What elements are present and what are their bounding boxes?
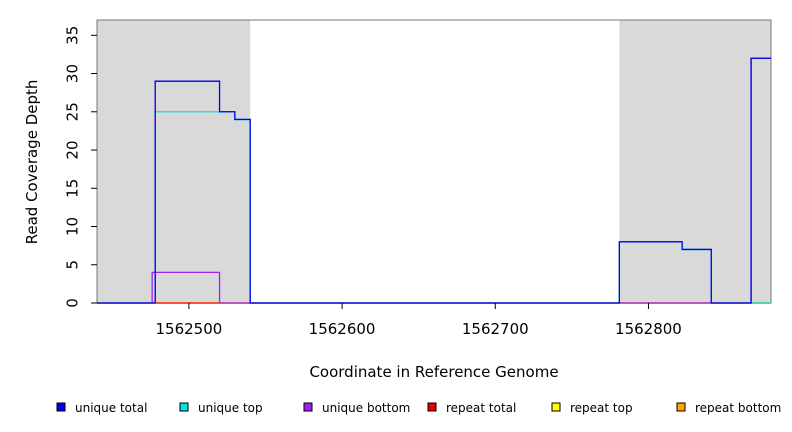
legend-label: unique bottom	[322, 401, 410, 415]
legend-item-unique-bottom: unique bottom	[303, 401, 410, 415]
y-tick-label: 20	[63, 140, 81, 159]
plot-area	[96, 19, 772, 304]
legend-swatch	[676, 402, 686, 412]
legend-item-unique-top: unique top	[179, 401, 263, 415]
legend-swatch	[427, 402, 437, 412]
legend-item-repeat-bottom: repeat bottom	[676, 401, 781, 415]
legend-swatch	[56, 402, 66, 412]
legend-item-repeat-top: repeat top	[551, 401, 633, 415]
legend: unique total unique top unique bottom repea…	[56, 401, 781, 415]
y-tick-label: 10	[63, 217, 81, 236]
y-tick-label: 30	[63, 64, 81, 83]
y-tick-label: 0	[63, 298, 81, 308]
x-tick-label: 1562600	[309, 320, 376, 338]
y-tick-label: 15	[63, 179, 81, 198]
legend-item-repeat-total: repeat total	[427, 401, 516, 415]
shaded-region-2	[619, 20, 771, 303]
x-tick-label: 1562800	[615, 320, 682, 338]
x-axis-title: Coordinate in Reference Genome	[309, 363, 558, 381]
legend-label: repeat bottom	[695, 401, 781, 415]
legend-label: unique top	[198, 401, 263, 415]
y-tick-label: 35	[63, 26, 81, 45]
legend-swatch	[551, 402, 561, 412]
legend-swatch	[303, 402, 313, 412]
y-tick-label: 25	[63, 102, 81, 121]
legend-label: repeat total	[446, 401, 516, 415]
legend-item-unique-total: unique total	[56, 401, 147, 415]
axes: 0 5 10 15 20 25 30 35 1562500 1562600 1562700 15628…	[63, 26, 682, 338]
x-tick-label: 1562700	[462, 320, 529, 338]
y-axis-title: Read Coverage Depth	[23, 80, 41, 245]
legend-label: unique total	[75, 401, 147, 415]
series-unique-total	[97, 57, 771, 304]
x-tick-label: 1562500	[156, 320, 223, 338]
shaded-region-1	[97, 20, 251, 303]
legend-label: repeat top	[570, 401, 633, 415]
legend-swatch	[179, 402, 189, 412]
y-tick-label: 5	[63, 260, 81, 270]
